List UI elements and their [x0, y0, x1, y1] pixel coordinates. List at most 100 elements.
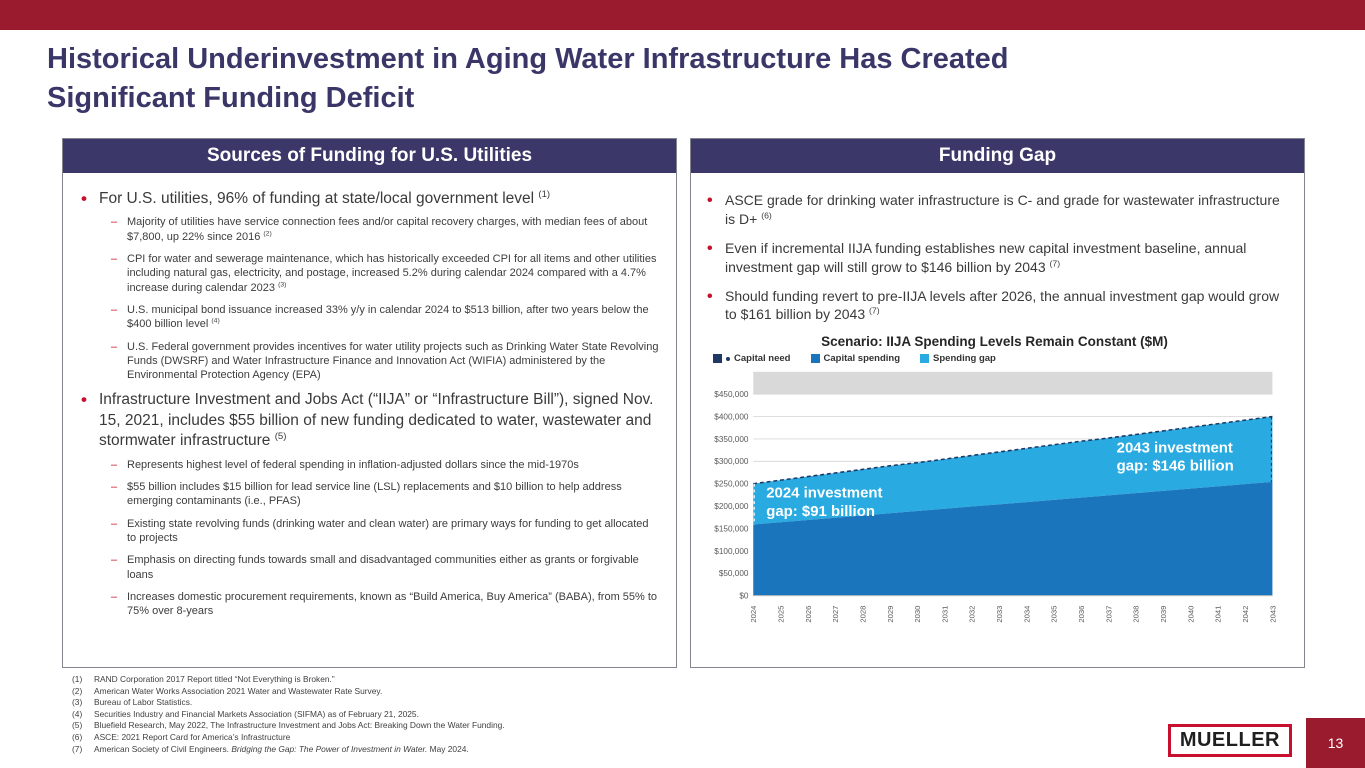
- dash-icon: –: [111, 554, 118, 567]
- svg-text:2025: 2025: [776, 606, 785, 623]
- svg-text:2041: 2041: [1214, 606, 1223, 623]
- chart-title: Scenario: IIJA Spending Levels Remain Co…: [821, 334, 1168, 350]
- dash-icon: –: [111, 481, 118, 494]
- legend-swatch-icon: [920, 354, 930, 364]
- sub-bullet-item: – Existing state revolving funds (drinkin…: [73, 517, 660, 546]
- svg-text:gap: $91 billion: gap: $91 billion: [766, 503, 875, 520]
- bullet-item: • For U.S. utilities, 96% of funding at s…: [73, 189, 660, 209]
- svg-text:2043 investment: 2043 investment: [1117, 440, 1233, 457]
- content-panels: Sources of Funding for U.S. Utilities • F…: [62, 138, 1305, 668]
- legend-item: Spending gap: [920, 353, 996, 364]
- svg-text:$0: $0: [739, 592, 749, 601]
- dash-icon: –: [111, 253, 118, 266]
- bullet-item: • Infrastructure Investment and Jobs Act …: [73, 390, 660, 451]
- legend-item: Capital need: [713, 353, 791, 364]
- dash-icon: –: [111, 340, 118, 353]
- right-panel-header: Funding Gap: [691, 139, 1304, 173]
- bullet-text: Existing state revolving funds (drinking…: [127, 517, 649, 544]
- dash-icon: –: [111, 303, 118, 316]
- svg-text:2039: 2039: [1159, 606, 1168, 623]
- svg-text:2024: 2024: [749, 605, 758, 623]
- bullet-item: • Even if incremental IIJA funding establ…: [701, 239, 1288, 277]
- svg-text:2026: 2026: [804, 606, 813, 623]
- left-panel-header: Sources of Funding for U.S. Utilities: [63, 139, 676, 173]
- chart-legend: Capital need Capital spending Spending gap: [713, 353, 1284, 364]
- svg-text:2027: 2027: [831, 606, 840, 623]
- sub-bullet-item: – Majority of utilities have service conn…: [73, 215, 660, 244]
- chart-container: Scenario: IIJA Spending Levels Remain Co…: [701, 334, 1288, 628]
- svg-text:$250,000: $250,000: [714, 480, 749, 489]
- bullet-item: • Should funding revert to pre-IIJA level…: [701, 287, 1288, 325]
- sub-bullet-item: – CPI for water and sewerage maintenance,…: [73, 252, 660, 295]
- sub-bullet-item: – U.S. municipal bond issuance increased …: [73, 303, 660, 332]
- bullet-text: Majority of utilities have service conne…: [127, 216, 648, 243]
- bullet-text: ASCE grade for drinking water infrastruc…: [725, 192, 1280, 227]
- sub-bullet-item: – Increases domestic procurement requirem…: [73, 590, 660, 619]
- bullet-text: For U.S. utilities, 96% of funding at st…: [99, 188, 551, 207]
- footnote: (6) ASCE: 2021 Report Card for America’s …: [72, 731, 291, 742]
- dash-icon: –: [111, 517, 118, 530]
- svg-text:2030: 2030: [913, 606, 922, 623]
- footnotes: (1) RAND Corporation 2017 Report titled “…: [72, 674, 972, 755]
- bullet-icon: •: [707, 192, 713, 209]
- bullet-icon: •: [81, 189, 87, 208]
- right-panel-body: • ASCE grade for drinking water infrastru…: [691, 173, 1304, 667]
- funding-gap-panel: Funding Gap • ASCE grade for drinking wat…: [690, 138, 1305, 668]
- svg-text:2029: 2029: [886, 606, 895, 623]
- svg-text:gap: $146 billion: gap: $146 billion: [1117, 458, 1234, 475]
- svg-text:2042: 2042: [1241, 606, 1250, 623]
- footnote: (2) American Water Works Association 2021…: [72, 685, 383, 696]
- svg-text:2036: 2036: [1077, 606, 1086, 623]
- mueller-logo: MUELLER: [1167, 724, 1292, 757]
- svg-text:$300,000: $300,000: [714, 458, 749, 467]
- footnote: (7) American Society of Civil Engineers. …: [72, 743, 469, 754]
- bullet-text: Represents highest level of federal spen…: [127, 458, 579, 471]
- svg-text:$100,000: $100,000: [714, 547, 749, 556]
- sources-of-funding-panel: Sources of Funding for U.S. Utilities • F…: [62, 138, 677, 668]
- svg-text:2032: 2032: [968, 606, 977, 623]
- svg-text:2024 investment: 2024 investment: [766, 485, 882, 502]
- bullet-text: Increases domestic procurement requireme…: [127, 590, 658, 618]
- legend-swatch-icon: [713, 354, 722, 364]
- footnote: (1) RAND Corporation 2017 Report titled “…: [72, 674, 335, 684]
- bullet-text: U.S. Federal government provides incenti…: [127, 340, 659, 382]
- legend-label: Capital spending: [823, 353, 901, 365]
- page-number: 13: [1306, 718, 1365, 768]
- svg-text:$450,000: $450,000: [714, 390, 749, 399]
- svg-text:$350,000: $350,000: [714, 435, 749, 444]
- svg-text:2028: 2028: [858, 606, 867, 623]
- svg-text:$200,000: $200,000: [714, 502, 749, 511]
- bullet-icon: •: [707, 239, 713, 257]
- svg-text:2031: 2031: [940, 606, 949, 623]
- footnote: (5) Bluefield Research, May 2022, The Inf…: [72, 720, 505, 731]
- bullet-icon: •: [707, 287, 713, 305]
- svg-text:2037: 2037: [1104, 606, 1113, 623]
- dash-icon: –: [111, 590, 118, 603]
- svg-text:$400,000: $400,000: [714, 413, 749, 422]
- bullet-text: Infrastructure Investment and Jobs Act (…: [99, 391, 654, 450]
- sub-bullet-item: – Emphasis on directing funds towards sma…: [73, 553, 660, 582]
- bullet-text: $55 billion includes $15 billion for lea…: [127, 481, 622, 508]
- bullet-text: Even if incremental IIJA funding establi…: [725, 239, 1247, 275]
- bullet-text: U.S. municipal bond issuance increased 3…: [127, 303, 649, 331]
- bullet-icon: •: [81, 390, 87, 410]
- legend-item: Capital spending: [810, 353, 901, 365]
- sub-bullet-item: – U.S. Federal government provides incent…: [73, 340, 660, 383]
- left-panel-body: • For U.S. utilities, 96% of funding at s…: [63, 173, 676, 667]
- bullet-text: CPI for water and sewerage maintenance, …: [127, 253, 657, 294]
- dash-icon: –: [111, 216, 118, 229]
- legend-label: Spending gap: [933, 353, 996, 365]
- svg-text:2040: 2040: [1186, 606, 1195, 623]
- svg-text:2035: 2035: [1050, 606, 1059, 623]
- legend-label: Capital need: [734, 353, 791, 365]
- funding-gap-area-chart: $0 $50,000 $100,000 $150,000 $200,000 $250,00…: [714, 372, 1277, 623]
- dash-icon: –: [111, 458, 118, 471]
- footnote: (3) Bureau of Labor Statistics.: [72, 697, 193, 708]
- sub-bullet-item: – Represents highest level of federal spe…: [73, 458, 660, 472]
- top-accent-bar: [0, 0, 1365, 30]
- svg-text:2038: 2038: [1132, 606, 1141, 623]
- svg-text:2034: 2034: [1022, 605, 1031, 623]
- svg-text:2033: 2033: [995, 606, 1004, 623]
- legend-swatch-icon: [810, 354, 820, 364]
